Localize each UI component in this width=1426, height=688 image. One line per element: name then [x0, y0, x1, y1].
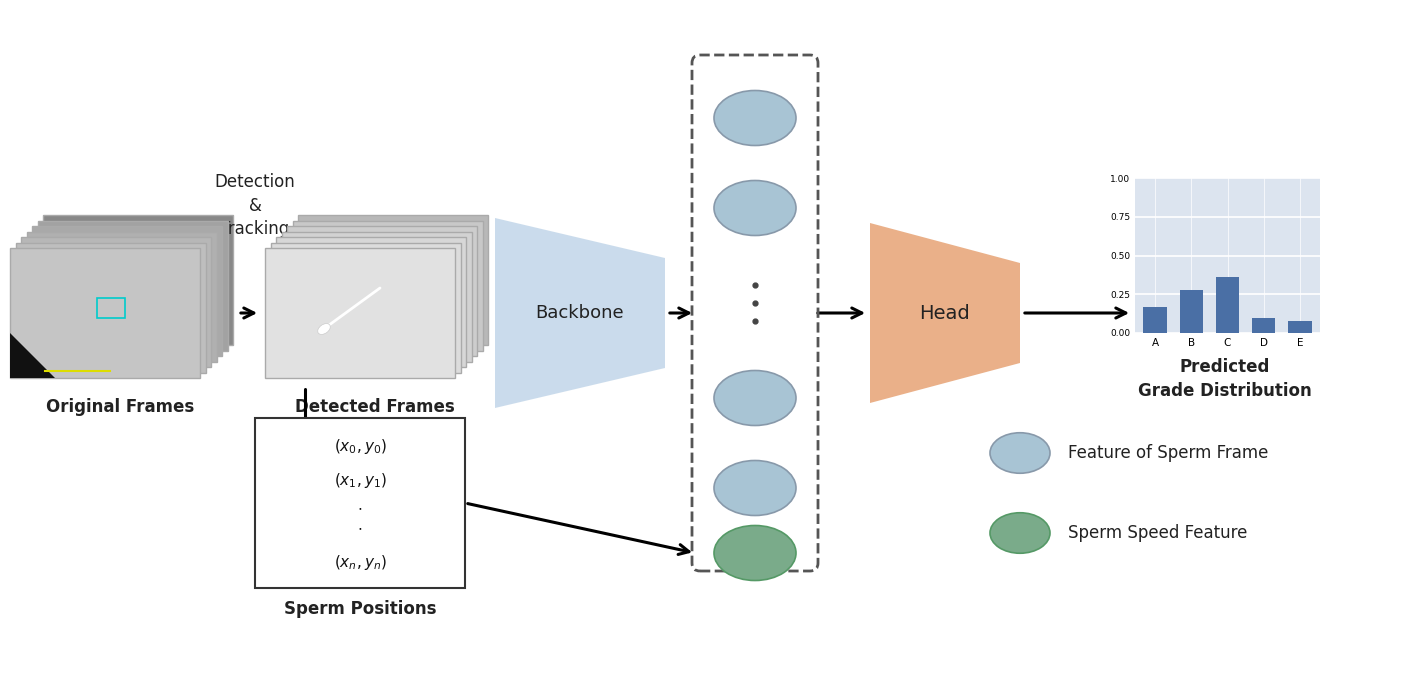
Text: Sperm Positions: Sperm Positions — [284, 600, 436, 618]
FancyBboxPatch shape — [292, 220, 482, 350]
Text: Sperm Speed Feature: Sperm Speed Feature — [1068, 524, 1248, 542]
Ellipse shape — [714, 180, 796, 235]
Text: Predicted
Grade Distribution: Predicted Grade Distribution — [1138, 358, 1312, 400]
FancyBboxPatch shape — [255, 418, 465, 588]
Polygon shape — [10, 333, 56, 378]
FancyBboxPatch shape — [281, 231, 472, 361]
FancyBboxPatch shape — [271, 242, 461, 372]
Bar — [1252, 317, 1275, 333]
FancyBboxPatch shape — [277, 237, 466, 367]
Text: Head: Head — [920, 303, 970, 323]
FancyBboxPatch shape — [21, 237, 211, 367]
Text: $(x_n, y_n)$: $(x_n, y_n)$ — [334, 554, 386, 572]
Text: $(x_1, y_1)$: $(x_1, y_1)$ — [334, 471, 386, 491]
FancyBboxPatch shape — [37, 220, 228, 350]
Bar — [1216, 277, 1239, 333]
Bar — [1179, 290, 1204, 333]
FancyBboxPatch shape — [16, 242, 205, 372]
Text: Feature of Sperm Frame: Feature of Sperm Frame — [1068, 444, 1268, 462]
Text: $\cdot$: $\cdot$ — [358, 521, 362, 535]
Ellipse shape — [714, 460, 796, 515]
Text: $\cdot$: $\cdot$ — [358, 500, 362, 515]
FancyBboxPatch shape — [265, 248, 455, 378]
Polygon shape — [870, 223, 1020, 403]
Ellipse shape — [318, 323, 331, 334]
Ellipse shape — [714, 526, 796, 581]
FancyBboxPatch shape — [31, 226, 222, 356]
Text: Detected Frames: Detected Frames — [295, 398, 455, 416]
Ellipse shape — [990, 513, 1050, 553]
Polygon shape — [495, 218, 665, 408]
Ellipse shape — [714, 91, 796, 145]
FancyBboxPatch shape — [287, 226, 478, 356]
FancyBboxPatch shape — [298, 215, 488, 345]
Text: $(x_0, y_0)$: $(x_0, y_0)$ — [334, 436, 386, 455]
FancyBboxPatch shape — [10, 248, 200, 378]
Text: Detection
&
Tracking: Detection & Tracking — [215, 173, 295, 238]
FancyBboxPatch shape — [27, 231, 217, 361]
Bar — [1144, 307, 1166, 333]
FancyBboxPatch shape — [43, 215, 232, 345]
Text: Original Frames: Original Frames — [46, 398, 194, 416]
Ellipse shape — [990, 433, 1050, 473]
Ellipse shape — [714, 371, 796, 425]
Bar — [1288, 321, 1312, 333]
Text: Backbone: Backbone — [536, 304, 625, 322]
